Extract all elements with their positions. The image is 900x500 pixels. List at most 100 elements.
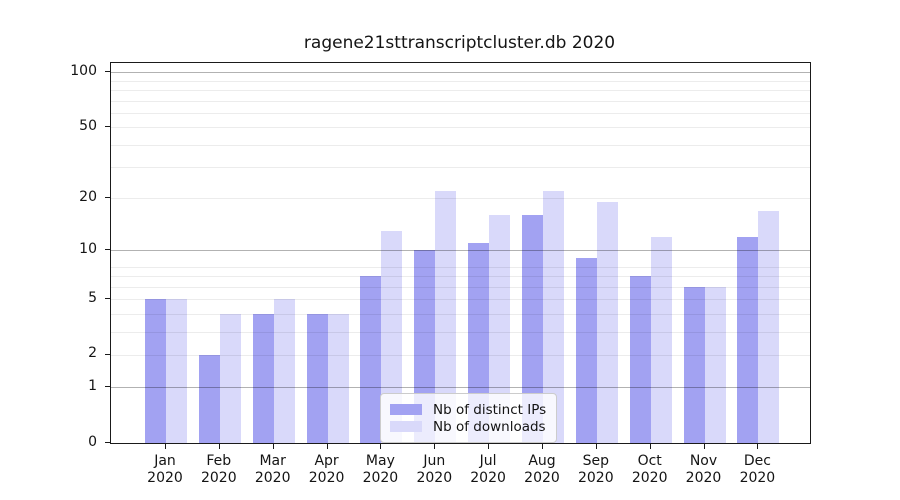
bar-jan-downloads [166,299,187,443]
x-tick-label-dec: Dec 2020 [726,453,788,487]
x-tick-month: Jul [479,453,497,469]
x-tick-year: 2020 [254,470,291,486]
bar-apr-downloads [327,313,349,443]
bar-feb-downloads [219,313,241,443]
major-gridline-100 [111,72,810,74]
legend-swatch-distinct-ips [390,404,422,415]
x-tick-month: Oct [637,453,662,469]
x-tick-year: 2020 [685,470,722,486]
x-tick-month: Aug [528,453,556,469]
x-tick-year: 2020 [147,470,183,486]
x-tick-year: 2020 [739,470,776,486]
bar-aug-distinct-ips [521,215,543,443]
x-tick-month: Nov [689,453,718,469]
x-tick-nov [703,444,705,449]
x-tick-label-jul: Jul 2020 [457,453,519,487]
y-tick-label-20: 20 [79,188,97,205]
bar-jan-distinct-ips [145,299,166,443]
minor-gridline-60 [111,112,810,114]
x-tick-label-may: May 2020 [349,453,411,487]
x-tick-year: 2020 [200,470,237,486]
x-tick-year: 2020 [362,470,399,486]
legend-entry-downloads: Nb of downloads [390,418,546,435]
x-tick-aug [542,444,543,449]
x-tick-label-aug: Aug 2020 [511,453,573,487]
minor-gridline-40 [111,144,810,146]
x-tick-jun [434,444,436,449]
x-tick-sep [595,444,597,449]
bar-nov-downloads [704,286,726,443]
x-tick-label-feb: Feb 2020 [188,453,250,487]
bar-oct-distinct-ips [629,275,651,443]
x-tick-year: 2020 [470,470,506,486]
x-tick-apr [326,444,328,449]
legend-label-downloads: Nb of downloads [433,418,546,435]
x-tick-year: 2020 [577,470,614,486]
legend-entry-distinct-ips: Nb of distinct IPs [390,401,547,418]
major-gridline-10 [111,250,810,252]
y-tick-label-5: 5 [88,289,97,306]
bar-sep-distinct-ips [575,258,597,443]
x-tick-label-apr: Apr 2020 [296,453,358,487]
x-tick-label-sep: Sep 2020 [565,453,627,487]
x-tick-label-mar: Mar 2020 [242,453,304,487]
y-tick-1 [105,386,110,388]
x-tick-label-jun: Jun 2020 [403,453,465,487]
minor-gridline-20 [111,198,810,200]
bar-may-distinct-ips [360,275,382,443]
bar-aug-downloads [542,191,564,443]
legend: Nb of distinct IPs Nb of downloads [380,393,558,443]
y-tick-label-100: 100 [70,62,97,79]
y-tick-2 [105,353,110,355]
y-tick-0 [105,442,110,443]
x-tick-year: 2020 [524,470,560,486]
bar-mar-distinct-ips [252,313,274,443]
x-tick-month: Sep [582,453,609,469]
bar-jun-downloads [435,191,457,443]
x-tick-may [380,444,382,449]
minor-gridline-90 [111,80,810,82]
plot-area: Nb of distinct IPs Nb of downloads [110,62,811,444]
y-tick-label-0: 0 [88,433,97,450]
x-tick-label-oct: Oct 2020 [619,453,681,487]
minor-gridline-50 [111,127,810,129]
minor-gridline-30 [111,167,810,169]
x-tick-mar [272,444,274,449]
x-tick-month: Apr [314,453,339,469]
y-tick-label-10: 10 [79,240,97,257]
x-tick-month: Dec [743,453,771,469]
y-tick-50 [105,126,110,128]
y-tick-5 [105,298,110,299]
x-tick-month: Jan [154,453,176,469]
bar-may-downloads [381,231,403,443]
bar-sep-downloads [596,202,618,443]
x-tick-label-nov: Nov 2020 [673,453,735,487]
x-tick-year: 2020 [308,470,345,486]
bar-jul-downloads [489,215,511,443]
x-tick-dec [757,444,759,449]
x-tick-year: 2020 [631,470,668,486]
y-tick-label-1: 1 [88,377,97,394]
minor-gridline-7 [111,275,810,277]
y-tick-10 [105,249,110,251]
x-tick-month: May [365,453,395,469]
legend-label-distinct-ips: Nb of distinct IPs [433,401,547,418]
x-tick-jul [488,444,490,449]
bar-dec-distinct-ips [737,236,759,443]
x-tick-month: Mar [259,453,286,469]
x-tick-oct [649,444,651,449]
y-tick-100 [105,71,110,73]
y-tick-label-2: 2 [88,345,97,362]
bar-feb-distinct-ips [198,354,220,443]
legend-swatch-downloads [390,421,422,432]
bar-oct-downloads [650,236,672,443]
x-tick-month: Feb [206,453,232,469]
bar-dec-downloads [758,210,780,443]
x-tick-feb [218,444,220,449]
x-tick-month: Jun [423,453,446,469]
minor-gridline-70 [111,100,810,102]
minor-gridline-80 [111,89,810,91]
x-tick-year: 2020 [416,470,453,486]
y-tick-20 [105,197,110,199]
